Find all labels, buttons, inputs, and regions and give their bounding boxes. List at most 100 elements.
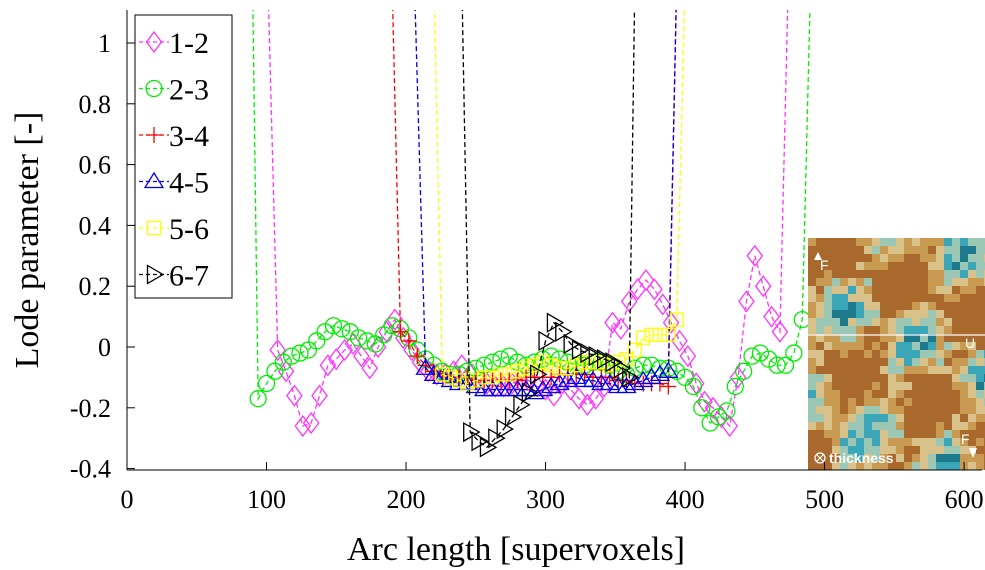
point-2-3-10 — [324, 317, 343, 335]
inset-cell — [832, 398, 840, 406]
inset-cell — [888, 246, 896, 254]
inset-cell — [824, 326, 832, 334]
inset-cell — [848, 382, 856, 390]
inset-cell — [920, 462, 928, 470]
inset-cell — [944, 430, 952, 438]
y-tick-label: -0.2 — [70, 394, 111, 423]
y-tick-label: 0.4 — [79, 211, 112, 240]
inset-cell — [936, 438, 944, 446]
inset-cell — [896, 270, 904, 278]
inset-cell — [928, 302, 936, 310]
inset-cell — [840, 406, 848, 414]
point-5-6-12 — [527, 358, 542, 373]
inset-cell — [888, 398, 896, 406]
inset-cell — [848, 334, 856, 342]
inset-cell — [944, 454, 952, 462]
inset-cell — [912, 398, 920, 406]
inset-cell — [976, 430, 984, 438]
inset-cell — [832, 334, 840, 342]
inset-cell — [976, 350, 984, 358]
inset-cell — [872, 406, 880, 414]
point-1-2-23 — [453, 354, 471, 377]
legend-marker-4-5 — [143, 171, 165, 189]
inset-cell — [832, 270, 840, 278]
inset-cell — [880, 406, 888, 414]
inset-cell — [864, 430, 872, 438]
inset-cell — [944, 374, 952, 382]
inset-cell — [960, 398, 968, 406]
inset-cell — [872, 350, 880, 358]
inset-cell — [832, 462, 840, 470]
inset-cell — [912, 422, 920, 430]
point-1-2-37 — [570, 387, 588, 410]
inset-cell — [880, 334, 888, 342]
inset-cell — [880, 358, 888, 366]
inset-cell — [936, 414, 944, 422]
point-4-5-14 — [524, 382, 545, 400]
inset-cell — [944, 438, 952, 446]
inset-cell — [952, 246, 960, 254]
inset-cell — [848, 302, 856, 310]
inset-cell — [824, 350, 832, 358]
inset-cell — [952, 350, 960, 358]
inset-cell — [920, 246, 928, 254]
inset-cell — [928, 238, 936, 246]
inset-cell — [960, 382, 968, 390]
inset-cell — [904, 382, 912, 390]
inset-cell — [872, 302, 880, 310]
point-2-3-57 — [718, 402, 736, 420]
y-tick-label: 0.8 — [79, 90, 112, 119]
inset-cell — [864, 422, 872, 430]
point-2-3-59 — [735, 362, 753, 380]
inset-cell — [840, 342, 848, 350]
inset-cell — [864, 374, 872, 382]
inset-cell — [968, 270, 976, 278]
inset-cell — [912, 446, 920, 454]
inset-cell — [832, 374, 840, 382]
inset-cell — [808, 318, 816, 326]
inset-cell — [920, 390, 928, 398]
point-6-7-8 — [521, 382, 540, 403]
inset-cell — [808, 254, 816, 262]
inset-cell — [824, 414, 832, 422]
inset-cell — [832, 366, 840, 374]
inset-cell — [968, 430, 976, 438]
inset-cell — [936, 238, 944, 246]
inset-cell — [816, 358, 824, 366]
inset-cell — [824, 318, 832, 326]
inset-cell — [872, 462, 880, 470]
inset-cell — [952, 334, 960, 342]
point-4-5-29 — [649, 364, 671, 382]
inset-cell — [888, 446, 896, 454]
inset-cell — [808, 390, 816, 398]
point-1-2-15 — [386, 308, 404, 331]
inset-cell — [864, 414, 872, 422]
point-1-2-53 — [704, 396, 722, 419]
point-4-5-18 — [557, 370, 579, 388]
inset-cell — [808, 398, 816, 406]
point-4-5-1 — [415, 358, 436, 375]
inset-cell — [864, 294, 872, 302]
inset-cell — [936, 278, 944, 286]
inset-cell — [968, 246, 976, 254]
inset-cell — [888, 326, 896, 334]
point-5-6-26 — [644, 327, 659, 342]
inset-cell — [856, 302, 864, 310]
inset-cell — [912, 302, 920, 310]
inset-cell — [944, 366, 952, 374]
point-5-6-28 — [661, 327, 676, 342]
inset-cell — [864, 318, 872, 326]
inset-cell — [816, 270, 824, 278]
inset-cell — [864, 254, 872, 262]
inset-cell — [888, 286, 896, 294]
inset-cell — [896, 326, 904, 334]
inset-cell — [928, 374, 936, 382]
inset-cell — [968, 390, 976, 398]
inset-cell — [896, 398, 904, 406]
inset-cell — [944, 406, 952, 414]
inset-cell — [872, 334, 880, 342]
inset-cell — [816, 310, 824, 318]
inset-cell — [880, 390, 888, 398]
inset-cell — [920, 414, 928, 422]
inset-cell — [928, 398, 936, 406]
